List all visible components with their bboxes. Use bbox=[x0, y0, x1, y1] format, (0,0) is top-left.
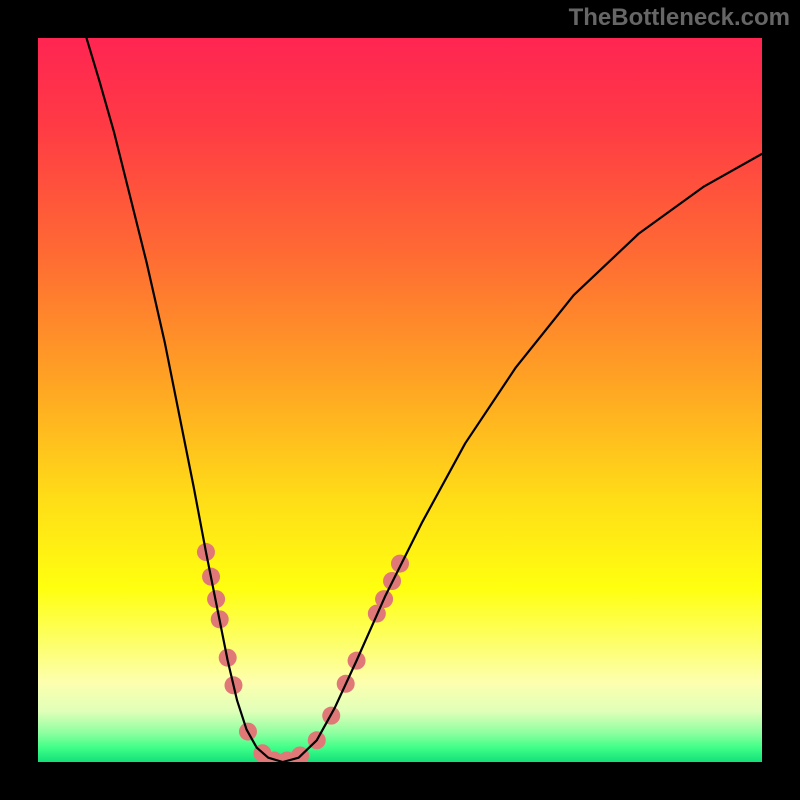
data-point bbox=[391, 555, 409, 573]
gradient-background bbox=[38, 38, 762, 762]
watermark-text: TheBottleneck.com bbox=[569, 4, 790, 32]
plot-area bbox=[38, 38, 762, 762]
plot-svg bbox=[38, 38, 762, 762]
chart-root: TheBottleneck.com bbox=[0, 0, 800, 800]
